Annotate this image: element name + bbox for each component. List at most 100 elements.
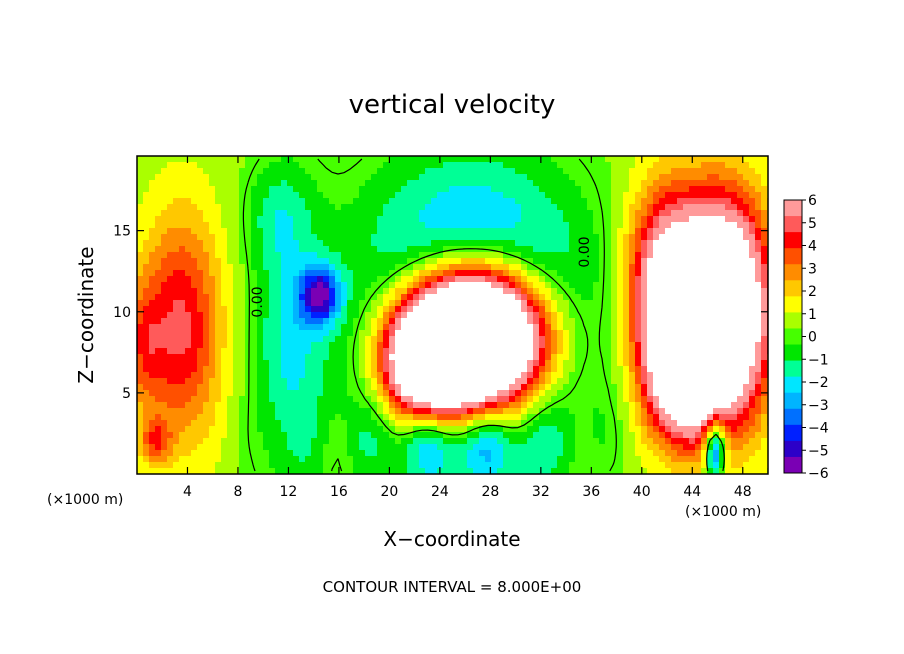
heatmap-cell <box>503 354 510 361</box>
heatmap-cell <box>539 330 546 337</box>
heatmap-cell <box>731 396 738 403</box>
heatmap-cell <box>341 426 348 433</box>
heatmap-cell <box>281 402 288 409</box>
heatmap-cell <box>317 252 324 259</box>
heatmap-cell <box>575 168 582 175</box>
heatmap-cell <box>341 330 348 337</box>
heatmap-cell <box>287 420 294 427</box>
heatmap-cell <box>683 330 690 337</box>
heatmap-cell <box>641 384 648 391</box>
heatmap-cell <box>203 312 210 319</box>
heatmap-cell <box>281 276 288 283</box>
heatmap-cell <box>329 336 336 343</box>
heatmap-cell <box>671 432 678 439</box>
heatmap-cell <box>449 426 456 433</box>
heatmap-cell <box>155 294 162 301</box>
heatmap-cell <box>659 222 666 229</box>
heatmap-cell <box>491 396 498 403</box>
heatmap-cell <box>383 270 390 277</box>
heatmap-cell <box>557 234 564 241</box>
heatmap-cell <box>299 408 306 415</box>
heatmap-cell <box>719 198 726 205</box>
heatmap-cell <box>695 324 702 331</box>
heatmap-cell <box>611 276 618 283</box>
heatmap-cell <box>695 342 702 349</box>
heatmap-cell <box>185 216 192 223</box>
heatmap-cell <box>629 276 636 283</box>
heatmap-cell <box>269 288 276 295</box>
heatmap-cell <box>461 348 468 355</box>
heatmap-cell <box>449 408 456 415</box>
heatmap-cell <box>221 336 228 343</box>
heatmap-cell <box>143 270 150 277</box>
heatmap-cell <box>185 318 192 325</box>
heatmap-cell <box>761 366 768 373</box>
heatmap-cell <box>611 282 618 289</box>
heatmap-cell <box>695 300 702 307</box>
heatmap-cell <box>617 312 624 319</box>
heatmap-cell <box>173 222 180 229</box>
heatmap-cell <box>461 372 468 379</box>
heatmap-cell <box>317 168 324 175</box>
heatmap-cell <box>557 216 564 223</box>
heatmap-cell <box>587 330 594 337</box>
heatmap-cell <box>389 402 396 409</box>
heatmap-cell <box>215 192 222 199</box>
heatmap-cell <box>137 294 144 301</box>
heatmap-cell <box>209 264 216 271</box>
heatmap-cell <box>263 210 270 217</box>
heatmap-cell <box>203 228 210 235</box>
heatmap-cell <box>395 204 402 211</box>
heatmap-cell <box>221 438 228 445</box>
heatmap-cell <box>671 348 678 355</box>
heatmap-cell <box>221 372 228 379</box>
heatmap-cell <box>557 258 564 265</box>
heatmap-cell <box>293 162 300 169</box>
heatmap-cell <box>167 198 174 205</box>
heatmap-cell <box>701 420 708 427</box>
heatmap-cell <box>437 246 444 253</box>
heatmap-cell <box>203 336 210 343</box>
heatmap-cell <box>161 168 168 175</box>
heatmap-cell <box>395 270 402 277</box>
heatmap-cell <box>515 354 522 361</box>
heatmap-cell <box>383 390 390 397</box>
heatmap-cell <box>287 354 294 361</box>
heatmap-cell <box>743 336 750 343</box>
heatmap-cell <box>719 210 726 217</box>
heatmap-cell <box>515 216 522 223</box>
heatmap-cell <box>149 414 156 421</box>
heatmap-cell <box>725 210 732 217</box>
heatmap-cell <box>761 204 768 211</box>
heatmap-cell <box>479 318 486 325</box>
heatmap-cell <box>515 318 522 325</box>
heatmap-cell <box>533 180 540 187</box>
heatmap-cell <box>605 354 612 361</box>
heatmap-cell <box>263 186 270 193</box>
heatmap-cell <box>509 222 516 229</box>
heatmap-cell <box>461 198 468 205</box>
heatmap-cell <box>311 204 318 211</box>
heatmap-cell <box>737 366 744 373</box>
heatmap-cell <box>695 390 702 397</box>
heatmap-cell <box>311 294 318 301</box>
heatmap-cell <box>437 198 444 205</box>
heatmap-cell <box>173 180 180 187</box>
heatmap-cell <box>533 294 540 301</box>
heatmap-cell <box>455 360 462 367</box>
heatmap-cell <box>629 186 636 193</box>
heatmap-cell <box>635 336 642 343</box>
heatmap-cell <box>707 420 714 427</box>
heatmap-cell <box>425 168 432 175</box>
heatmap-cell <box>647 366 654 373</box>
heatmap-cell <box>623 432 630 439</box>
heatmap-cell <box>311 300 318 307</box>
heatmap-cell <box>731 420 738 427</box>
heatmap-cell <box>689 426 696 433</box>
heatmap-cell <box>407 180 414 187</box>
heatmap-cell <box>245 258 252 265</box>
heatmap-cell <box>551 324 558 331</box>
heatmap-cell <box>305 270 312 277</box>
heatmap-cell <box>257 222 264 229</box>
heatmap-cell <box>491 258 498 265</box>
